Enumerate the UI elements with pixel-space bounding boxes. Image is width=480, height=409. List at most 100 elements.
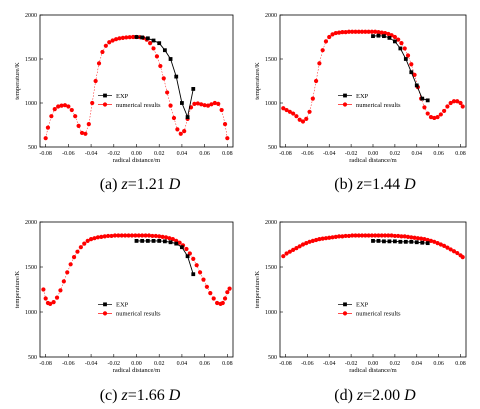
data-point-numerical [107,40,112,45]
data-point-numerical [113,37,119,42]
legend-marker-numerical [102,311,108,316]
data-point-numerical [76,123,81,128]
data-point-numerical [333,30,338,36]
data-point-numerical [297,117,302,122]
data-point-numerical [116,233,121,238]
legend-label: numerical results [356,311,401,318]
x-tick-label: 0.02 [154,151,165,157]
legend-label: numerical results [116,311,161,318]
data-point-exp [145,36,150,41]
data-point-numerical [168,103,173,108]
x-tick-label: -0.08 [279,151,292,157]
data-point-numerical [350,233,355,238]
data-point-exp [157,41,162,46]
data-point-numerical [340,234,345,239]
data-point-numerical [143,233,148,238]
data-point-numerical [451,249,457,254]
data-point-numerical [66,104,71,109]
x-tick-label: 0.02 [154,361,165,367]
data-point-numerical [297,244,302,249]
caption-value: =2.00 [363,387,400,404]
data-point-numerical [184,246,189,252]
x-tick-label: -0.06 [62,361,75,367]
data-point-numerical [58,288,63,293]
legend-marker-exp [103,302,107,307]
y-axis-title: temperature/K [254,62,261,100]
plot-frame [39,14,234,148]
caption-prefix: (a) [100,176,122,193]
y-tick-label: 1000 [25,310,37,316]
data-point-numerical [212,100,217,106]
legend-label: EXP [356,302,369,309]
data-point-numerical [127,35,132,40]
data-point-numerical [119,233,124,238]
data-point-numerical [192,101,197,106]
data-point-numerical [448,247,453,252]
panel-caption: (c) z=1.66 D [100,387,181,404]
data-point-numerical [392,34,397,40]
data-point-numerical [158,63,163,69]
data-point-numerical [425,237,430,243]
y-axis-title: temperature/K [14,270,21,308]
data-point-numerical [330,32,335,37]
data-point-numerical [95,235,100,240]
data-point-numerical [376,30,381,35]
x-tick-label: 0.08 [222,361,233,367]
data-point-numerical [291,111,296,116]
data-point-numerical [151,46,156,51]
data-point-numerical [202,103,207,108]
y-tick-label: 500 [28,145,37,151]
data-point-numerical [85,238,90,243]
legend-marker-numerical [102,102,108,107]
data-point-numerical [314,78,319,84]
data-point-numerical [161,76,166,81]
data-point-exp [134,239,139,243]
data-point-numerical [382,233,388,238]
data-point-numerical [199,102,204,107]
data-point-numerical [363,29,368,34]
data-point-numerical [369,233,375,238]
data-point-numerical [330,235,335,240]
data-point-numerical [163,235,169,240]
data-point-exp [420,240,425,245]
panel-caption: (a) z=1.21 D [100,176,181,193]
data-point-numerical [79,130,85,136]
data-point-exp [387,35,392,40]
data-point-numerical [412,235,417,240]
x-tick-label: -0.08 [279,361,292,367]
data-point-numerical [48,301,53,306]
y-tick-label: 2000 [25,220,37,226]
legend-label: EXP [356,93,369,100]
y-tick-label: 500 [268,355,277,361]
data-point-numerical [310,238,315,243]
data-point-numerical [435,241,440,246]
data-point-numerical [389,233,394,238]
data-point-numerical [448,100,453,106]
data-point-numerical [323,39,329,44]
data-point-numerical [376,233,381,238]
data-point-exp [162,48,167,53]
data-point-numerical [333,234,338,239]
data-point-exp [140,35,145,40]
data-point-numerical [392,233,397,239]
data-point-numerical [140,233,145,238]
data-point-numerical [41,287,46,292]
x-axis-title: radical distance/m [349,157,396,164]
data-point-numerical [428,238,434,243]
data-point-numerical [287,249,292,254]
data-point-numerical [54,295,60,300]
caption-var: z [356,387,364,404]
caption-unit: D [165,387,181,404]
data-point-numerical [343,233,348,239]
data-point-numerical [425,111,430,116]
data-point-numerical [205,103,211,108]
data-point-numerical [216,101,221,106]
x-tick-label: -0.08 [39,151,52,157]
data-point-numerical [160,234,165,239]
y-tick-label: 1500 [25,57,37,63]
y-tick-label: 2000 [25,13,37,19]
data-point-exp [174,241,179,246]
data-point-numerical [412,72,417,77]
data-point-numerical [219,107,224,113]
data-point-exp [151,239,156,243]
